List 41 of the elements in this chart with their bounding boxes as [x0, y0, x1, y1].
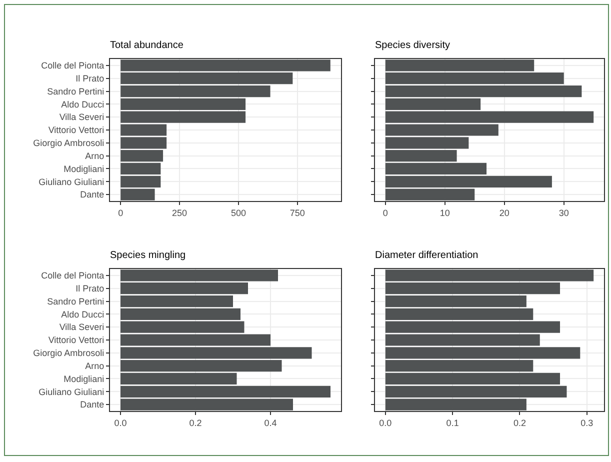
y-tick-label: Arno [85, 360, 104, 371]
y-tick-label: Dante [80, 190, 104, 200]
y-tick-label: Sandro Pertini [47, 296, 104, 306]
x-tick-label: 0.1 [446, 418, 459, 428]
x-tick-label: 0.2 [189, 418, 202, 428]
y-tick-label: Modigliani [64, 374, 104, 384]
y-tick-label: Giuliano Giuliani [38, 176, 104, 187]
x-tick-label: 0.3 [580, 418, 594, 428]
x-tick-label: 20 [499, 208, 510, 218]
x-tick-label: 250 [172, 208, 188, 218]
y-tick-label: Giuliano Giuliani [38, 386, 104, 397]
x-tick-label: 0.2 [513, 418, 526, 428]
x-tick-label: 10 [440, 208, 450, 218]
y-tick-label: Sandro Pertini [47, 86, 104, 96]
chart-title: Species mingling [110, 250, 186, 261]
y-tick-label: Colle del Pionta [41, 60, 104, 71]
y-tick-label: Vittorio Vettori [48, 125, 104, 136]
y-tick-label: Colle del Pionta [41, 270, 104, 281]
x-tick-label: 0 [382, 208, 388, 218]
y-tick-label: Il Prato [76, 284, 104, 294]
y-tick-label: Aldo Ducci [61, 99, 104, 110]
y-tick-label: Arno [85, 150, 104, 161]
x-tick-label: 750 [290, 208, 305, 218]
chart-title: Diameter differentiation [375, 250, 478, 261]
chart-title: Total abundance [110, 40, 184, 51]
chart-title: Species diversity [375, 40, 450, 51]
x-tick-label: 500 [230, 208, 246, 218]
x-tick-label: 30 [558, 208, 569, 218]
y-tick-label: Aldo Ducci [61, 309, 104, 320]
x-tick-label: 0.4 [264, 418, 277, 428]
y-tick-label: Giorgio Ambrosoli [33, 138, 104, 148]
x-tick-label: 0 [118, 208, 124, 218]
x-tick-label: 0.0 [114, 418, 127, 428]
y-tick-label: Il Prato [76, 74, 104, 84]
y-tick-label: Villa Severi [59, 322, 104, 332]
y-tick-label: Villa Severi [59, 112, 104, 122]
x-tick-label: 0.0 [379, 418, 392, 428]
y-tick-label: Modigliani [64, 164, 104, 174]
y-tick-label: Dante [80, 400, 104, 410]
y-tick-label: Vittorio Vettori [48, 335, 104, 346]
y-tick-label: Giorgio Ambrosoli [33, 348, 104, 358]
